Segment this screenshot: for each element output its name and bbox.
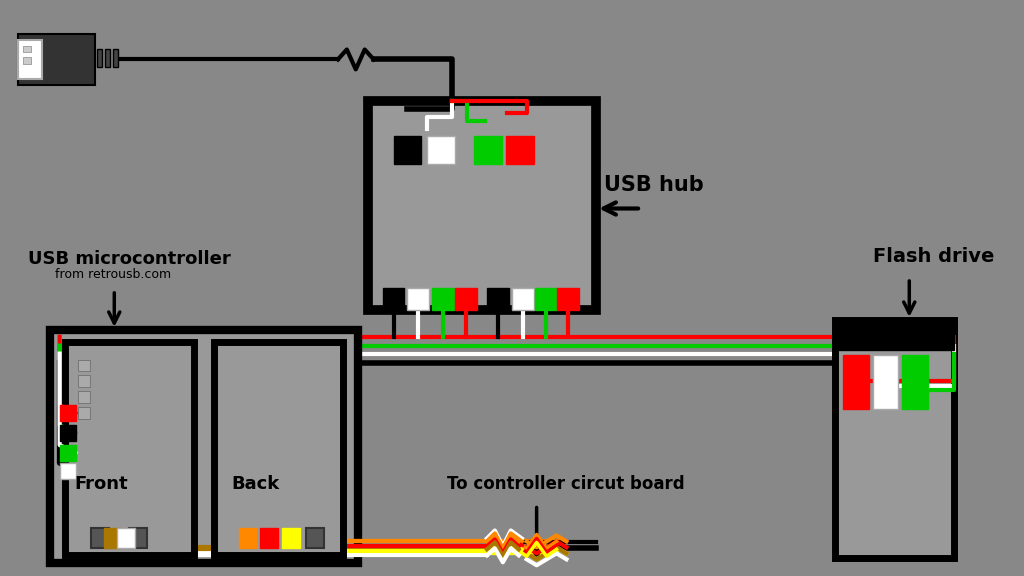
- Bar: [512, 288, 534, 310]
- Bar: [835, 320, 954, 558]
- Bar: [260, 529, 279, 548]
- Bar: [432, 288, 455, 310]
- Bar: [59, 463, 76, 479]
- Bar: [427, 136, 455, 164]
- Bar: [535, 288, 556, 310]
- Bar: [78, 359, 90, 372]
- Bar: [129, 529, 147, 548]
- Bar: [50, 329, 357, 563]
- Text: To controller circut board: To controller circut board: [447, 475, 685, 492]
- Bar: [306, 529, 324, 548]
- Bar: [59, 406, 76, 421]
- Bar: [65, 342, 194, 555]
- Text: USB hub: USB hub: [604, 175, 703, 195]
- Text: Back: Back: [231, 475, 280, 492]
- Bar: [78, 376, 90, 388]
- Bar: [91, 529, 110, 548]
- Text: from retrousb.com: from retrousb.com: [54, 268, 171, 281]
- Text: USB microcontroller: USB microcontroller: [28, 250, 230, 268]
- Bar: [78, 407, 90, 419]
- Bar: [23, 46, 31, 52]
- Bar: [872, 355, 898, 409]
- Bar: [408, 288, 429, 310]
- Bar: [368, 101, 596, 310]
- Bar: [843, 355, 868, 409]
- Bar: [902, 355, 928, 409]
- Bar: [393, 136, 421, 164]
- Bar: [104, 529, 122, 548]
- Bar: [23, 58, 31, 65]
- Bar: [455, 288, 477, 310]
- Bar: [17, 33, 95, 85]
- Bar: [283, 529, 300, 548]
- Bar: [506, 136, 534, 164]
- Bar: [487, 288, 509, 310]
- Bar: [239, 529, 256, 548]
- Bar: [59, 425, 76, 441]
- Text: Flash drive: Flash drive: [872, 247, 994, 266]
- Bar: [97, 50, 102, 67]
- Bar: [835, 320, 954, 350]
- Bar: [78, 391, 90, 403]
- Bar: [114, 50, 118, 67]
- Bar: [557, 288, 580, 310]
- Bar: [17, 40, 42, 79]
- Bar: [383, 288, 404, 310]
- Bar: [474, 136, 502, 164]
- Bar: [118, 529, 135, 548]
- Bar: [59, 445, 76, 461]
- Text: Front: Front: [75, 475, 128, 492]
- Bar: [105, 50, 111, 67]
- Bar: [214, 342, 343, 555]
